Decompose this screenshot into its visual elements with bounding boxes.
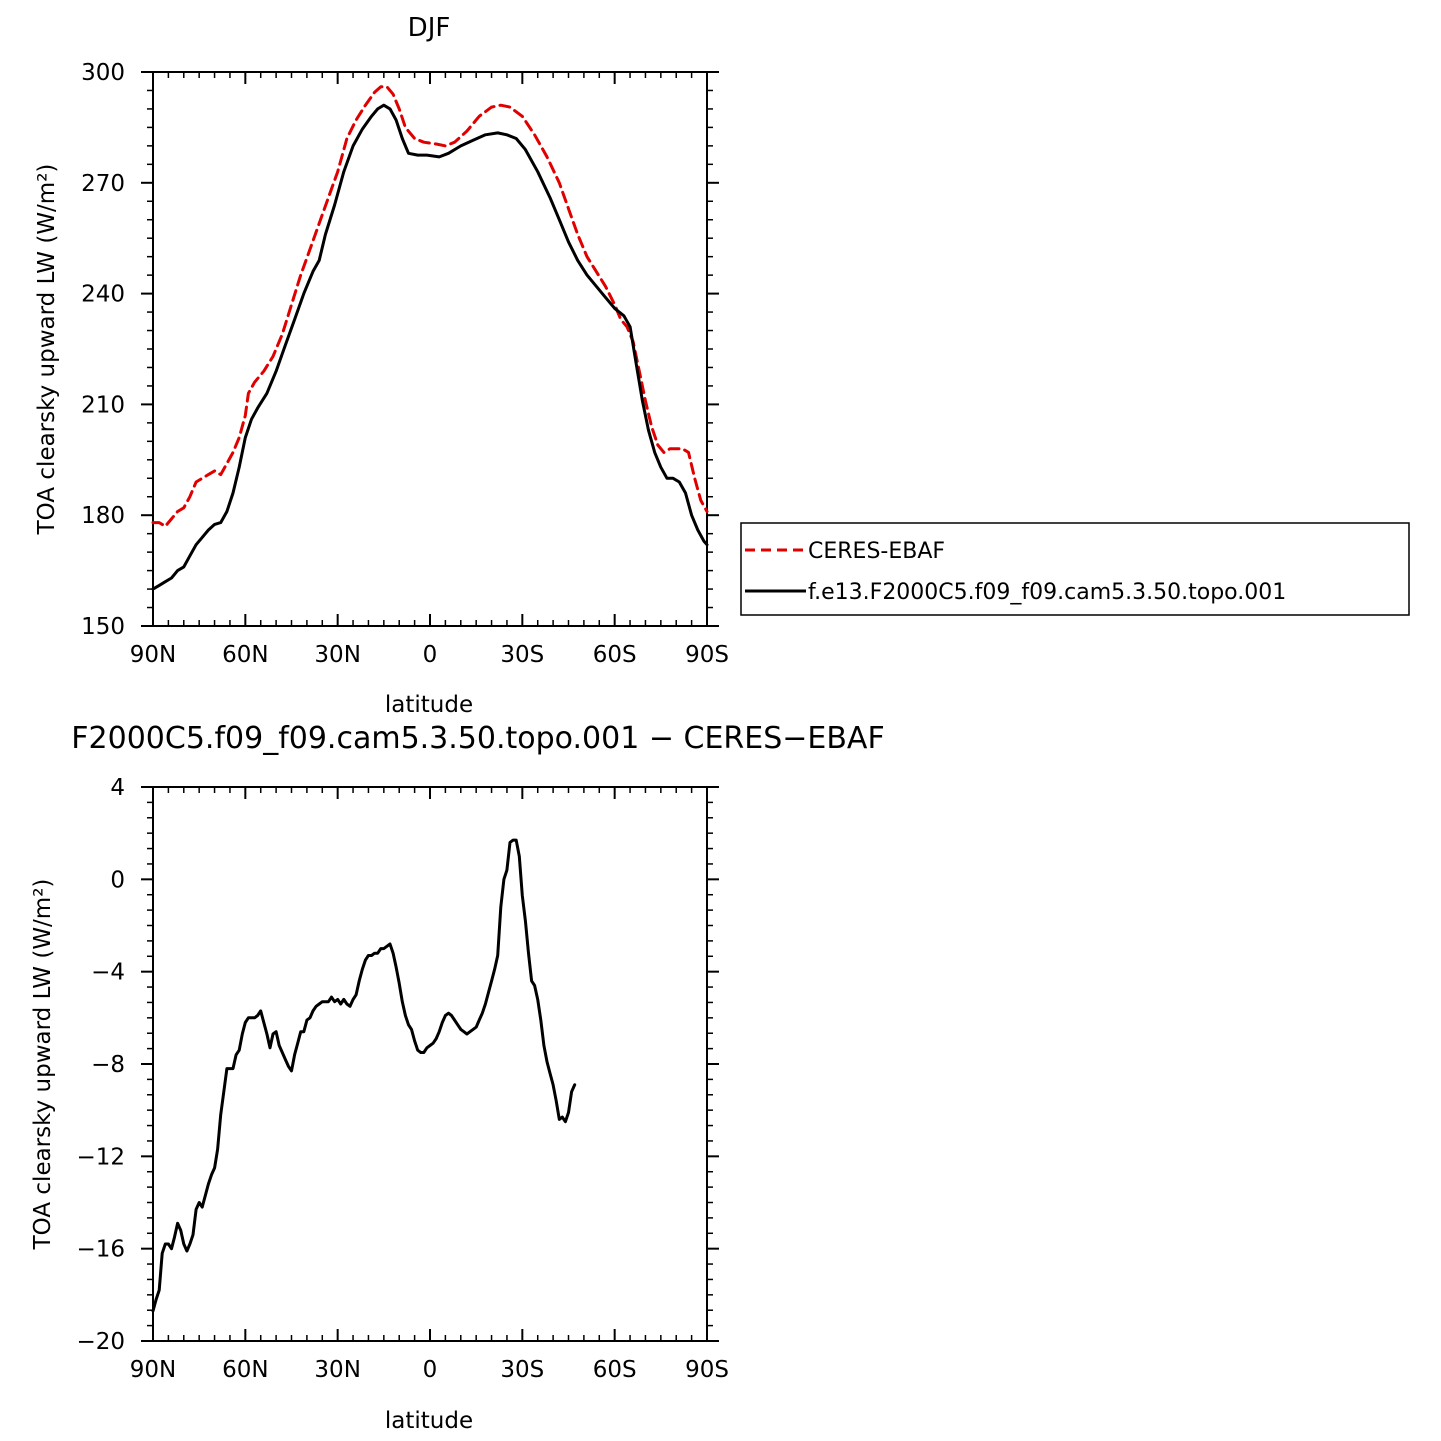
- bottom-series-line-0: [151, 838, 577, 1313]
- bottom-x-tick-label: 60N: [222, 1357, 268, 1383]
- bottom-x-tick-label: 90N: [130, 1357, 176, 1383]
- top-x-tick-label: 60S: [593, 642, 637, 668]
- top-y-tick-label: 180: [81, 503, 125, 529]
- legend: CERES-EBAF f.e13.F2000C5.f09_f09.cam5.3.…: [740, 522, 1410, 616]
- bottom-x-tick-label: 60S: [593, 1357, 637, 1383]
- bottom-y-axis-label: TOA clearsky upward LW (W/m²): [30, 879, 56, 1251]
- top-series-line-1: [151, 103, 709, 591]
- bottom-y-tick-label: −20: [76, 1329, 125, 1355]
- top-x-tick-label: 90S: [685, 642, 729, 668]
- top-y-axis-label: TOA clearsky upward LW (W/m²): [34, 164, 60, 536]
- bottom-y-tick-label: 4: [110, 775, 125, 801]
- top-x-tick-label: 0: [423, 642, 438, 668]
- bottom-plot-frame: [152, 786, 708, 1342]
- bottom-x-tick-label: 90S: [685, 1357, 729, 1383]
- bottom-x-tick-label: 30N: [314, 1357, 360, 1383]
- legend-box: [740, 522, 1410, 616]
- bottom-panel: F2000C5.f09_f09.cam5.3.50.topo.001 − CER…: [30, 721, 885, 1434]
- top-y-tick-label: 270: [81, 171, 125, 197]
- bottom-x-tick-label: 0: [423, 1357, 438, 1383]
- legend-label-model: f.e13.F2000C5.f09_f09.cam5.3.50.topo.001: [808, 580, 1286, 605]
- bottom-y-tick-label: −8: [91, 1052, 125, 1078]
- top-x-tick-label: 60N: [222, 642, 268, 668]
- top-x-tick-label: 90N: [130, 642, 176, 668]
- top-y-tick-label: 300: [81, 60, 125, 86]
- top-x-tick-label: 30S: [500, 642, 544, 668]
- top-series-line-0: [151, 85, 709, 528]
- bottom-y-tick-label: −16: [76, 1237, 125, 1263]
- bottom-y-tick-label: 0: [110, 867, 125, 893]
- top-y-tick-label: 240: [81, 282, 125, 308]
- top-panel: DJF 90N 60N 30N 0 30S 60S 90S 300 270 240 210 180 15…: [34, 13, 729, 718]
- bottom-x-axis-label: latitude: [385, 1408, 473, 1434]
- top-y-tick-label: 150: [81, 614, 125, 640]
- bottom-x-tick-label: 30S: [500, 1357, 544, 1383]
- bottom-y-tick-label: −4: [91, 960, 125, 986]
- top-chart-title: DJF: [408, 13, 451, 43]
- top-x-axis-label: latitude: [385, 692, 473, 718]
- top-y-tick-label: 210: [81, 392, 125, 418]
- bottom-y-tick-label: −12: [76, 1144, 125, 1170]
- legend-label-ceres: CERES-EBAF: [808, 539, 945, 564]
- top-x-tick-label: 30N: [314, 642, 360, 668]
- bottom-chart-title: F2000C5.f09_f09.cam5.3.50.topo.001 − CER…: [71, 721, 884, 756]
